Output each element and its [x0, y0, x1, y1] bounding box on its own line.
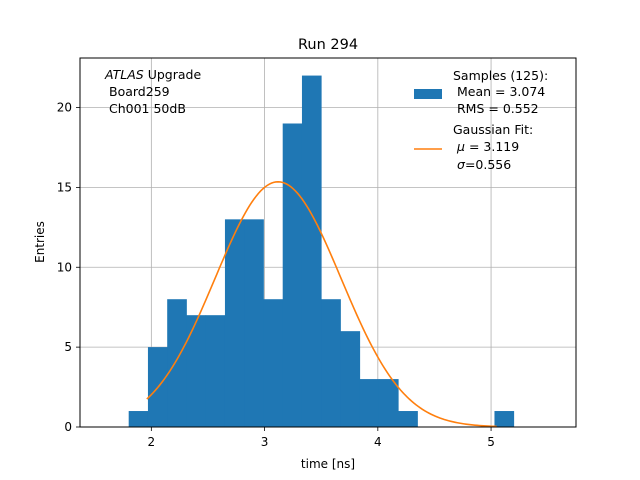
axis-ticks: 2 3 4 5 0 5 10 15 20	[57, 101, 495, 449]
x-tick-label: 4	[374, 435, 382, 449]
histogram-bar	[494, 411, 515, 427]
annotation-atlas: ATLAS	[104, 67, 144, 82]
fit-curve-layer	[146, 180, 497, 428]
histogram-bar	[359, 379, 380, 427]
histogram-bar	[301, 75, 322, 428]
x-axis-label: time [ns]	[301, 457, 355, 471]
legend-fit-sigma-value: =0.556	[465, 157, 511, 172]
histogram-bar	[186, 315, 207, 427]
histogram-bar	[340, 331, 361, 427]
histogram-bar	[205, 315, 226, 427]
annotation-line-1: ATLAS Upgrade	[104, 67, 201, 82]
mu-symbol: μ	[456, 139, 465, 154]
histogram-bar	[282, 123, 303, 428]
legend-samples-mean: Mean = 3.074	[457, 84, 545, 99]
legend-samples-swatch	[414, 89, 442, 99]
x-tick-label: 3	[261, 435, 269, 449]
y-axis-label: Entries	[33, 221, 47, 263]
y-tick-label: 0	[64, 420, 72, 434]
histogram-bar	[263, 299, 284, 427]
legend-fit-mu-value: = 3.119	[469, 139, 519, 154]
legend-samples-title: Samples (125):	[453, 68, 548, 83]
gaussian-fit-curve	[146, 180, 497, 428]
plot-frame	[79, 57, 577, 428]
chart-title: Run 294	[298, 37, 358, 53]
histogram-bar	[224, 219, 245, 427]
y-tick-label: 20	[57, 101, 72, 115]
legend-fit-title: Gaussian Fit:	[453, 122, 533, 137]
histogram-bar	[321, 299, 341, 427]
histogram-bar	[128, 411, 149, 427]
histogram-bar	[378, 379, 399, 427]
y-tick-label: 15	[57, 180, 72, 194]
annotation-upgrade: Upgrade	[144, 67, 202, 82]
annotation-line-3: Ch001 50dB	[109, 101, 186, 116]
sigma-symbol: σ	[457, 157, 466, 172]
legend: Samples (125): Mean = 3.074 RMS = 0.552 …	[414, 68, 548, 172]
legend-samples-rms: RMS = 0.552	[457, 101, 539, 116]
annotation-line-2: Board259	[109, 84, 170, 99]
x-tick-label: 5	[487, 435, 495, 449]
histogram-bar	[244, 219, 264, 427]
y-tick-label: 10	[57, 260, 72, 274]
y-tick-label: 5	[64, 340, 72, 354]
histogram-bar	[167, 299, 187, 427]
histogram-bar	[398, 411, 418, 427]
annotation: ATLAS Upgrade Board259 Ch001 50dB	[104, 67, 201, 116]
legend-fit-mu: μ = 3.119	[456, 139, 519, 154]
legend-fit-sigma: σ=0.556	[457, 157, 511, 172]
x-tick-label: 2	[148, 435, 156, 449]
